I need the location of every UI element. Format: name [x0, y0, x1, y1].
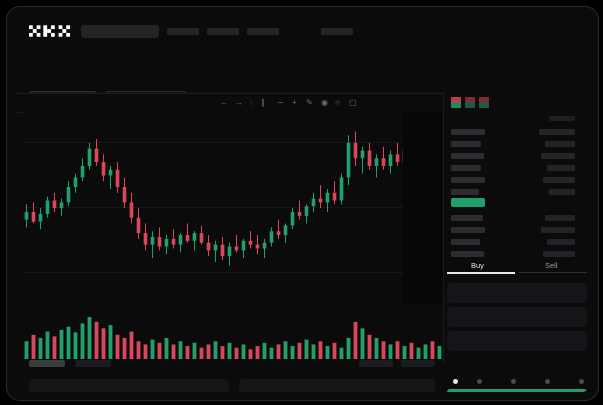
order-book-ask-row[interactable] [549, 189, 575, 195]
order-book-bid-row[interactable] [451, 215, 483, 221]
pagination-dot-5[interactable] [579, 379, 584, 384]
buy-tab-underline [447, 272, 515, 274]
volume-chart [23, 311, 443, 359]
book-asks-icon[interactable] [479, 97, 489, 108]
order-book-mid-price [451, 198, 485, 207]
bottom-card-left[interactable] [29, 379, 229, 392]
top-nav-item-1[interactable] [167, 28, 199, 35]
okx-logo-icon[interactable] [29, 25, 71, 38]
volume-series [24, 317, 442, 359]
order-book-bid-row[interactable] [543, 251, 575, 257]
pencil-icon[interactable]: ✎ [306, 98, 313, 107]
order-book-ask-row[interactable] [547, 165, 575, 171]
pagination-dot-1[interactable] [453, 379, 458, 384]
bottom-card-right[interactable] [239, 379, 435, 392]
market-selector-bar: Spot Trading ▾ ▾ [15, 47, 590, 112]
order-book-ask-row[interactable] [451, 141, 481, 147]
order-book-bid-row[interactable] [541, 227, 575, 233]
order-book-bid-row[interactable] [451, 251, 484, 257]
book-both-icon[interactable] [451, 97, 461, 108]
submit-buy-button[interactable] [447, 389, 587, 392]
sell-tab-underline [519, 272, 587, 273]
order-book-ask-row[interactable] [543, 177, 575, 183]
order-book-bid-row[interactable] [451, 239, 480, 245]
order-book-ask-row[interactable] [451, 189, 479, 195]
pagination-dot-4[interactable] [545, 379, 550, 384]
top-navigation-bar [15, 15, 590, 47]
order-book-ask-row[interactable] [545, 141, 575, 147]
order-book-bid-row[interactable] [547, 239, 575, 245]
book-bids-icon[interactable] [465, 97, 475, 108]
order-book-ask-row[interactable] [451, 165, 481, 171]
top-nav-item-2[interactable] [207, 28, 239, 35]
candlestick-chart[interactable] [23, 112, 443, 362]
order-form-field-1[interactable] [447, 283, 587, 303]
chart-gridline [23, 142, 443, 143]
candlestick-series [24, 127, 442, 266]
positions-tab-active[interactable] [29, 360, 65, 367]
order-book-header-col [549, 116, 575, 121]
redo-icon[interactable]: → [235, 98, 243, 107]
order-book-ask-row[interactable] [539, 129, 575, 135]
chart-gridline [23, 207, 443, 208]
order-book-ask-row[interactable] [451, 177, 485, 183]
divider-icon: | [250, 98, 253, 107]
lock-icon[interactable]: ○ [335, 98, 340, 107]
order-book-ask-row[interactable] [451, 153, 484, 159]
order-book-bid-row[interactable] [545, 215, 575, 221]
top-nav-item-3[interactable] [247, 28, 279, 35]
eye-icon[interactable]: ◉ [321, 98, 328, 107]
pagination-dot-2[interactable] [477, 379, 482, 384]
positions-tab-4[interactable] [401, 360, 435, 367]
tab-sell[interactable]: Sell [545, 261, 558, 270]
trash-icon[interactable]: ▢ [349, 98, 357, 107]
order-book-ask-row[interactable] [541, 153, 575, 159]
pagination-dot-3[interactable] [511, 379, 516, 384]
tab-buy[interactable]: Buy [471, 261, 484, 270]
order-book-ask-row[interactable] [451, 129, 485, 135]
crosshair-icon[interactable]: + [292, 98, 297, 107]
order-book-bid-row[interactable] [451, 227, 485, 233]
tablet-device-frame: Spot Trading ▾ ▾ [6, 6, 599, 401]
trendline-icon[interactable]: ∼ [277, 98, 284, 107]
positions-tab-3[interactable] [359, 360, 393, 367]
magnet-icon[interactable]: ∥ [261, 98, 265, 107]
chart-panel-shadow-2 [419, 135, 443, 265]
tablet-screen: Spot Trading ▾ ▾ [15, 15, 590, 392]
chart-gridline [23, 272, 443, 273]
top-nav-item-4[interactable] [321, 28, 353, 35]
undo-icon[interactable]: ← [220, 98, 228, 107]
top-search-field[interactable] [81, 25, 159, 38]
order-form-field-3[interactable] [447, 331, 587, 351]
order-form-field-2[interactable] [447, 307, 587, 327]
positions-tab-2[interactable] [75, 360, 111, 367]
